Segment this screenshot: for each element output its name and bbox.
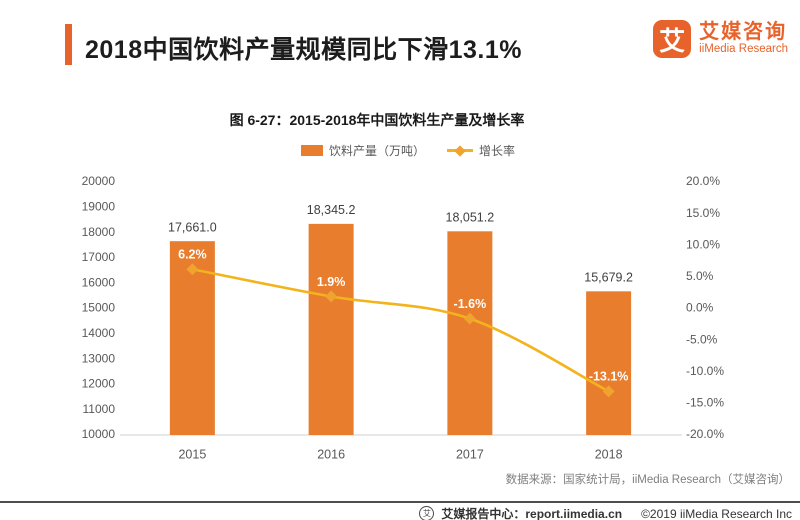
growth-value-label: -1.6% [454, 297, 487, 311]
logo-text: 艾媒咨询 iiMedia Research [699, 21, 788, 57]
bar-value-label: 17,661.0 [168, 220, 217, 234]
bar-2016 [308, 223, 354, 435]
line-marker-2018 [602, 385, 615, 398]
growth-line [192, 268, 610, 393]
brand-logo: 艾 艾媒咨询 iiMedia Research [653, 20, 788, 58]
footer-divider [0, 501, 800, 503]
right-axis-tick: 10.0% [686, 237, 720, 251]
right-axis-tick: -15.0% [686, 396, 724, 410]
right-axis-tick: 15.0% [686, 206, 720, 220]
logo-glyph: 艾 [659, 25, 686, 56]
left-axis-tick: 15000 [82, 301, 116, 315]
growth-value-label: 1.9% [317, 275, 346, 289]
left-axis-tick: 20000 [82, 174, 116, 188]
title-accent-bar [65, 24, 72, 65]
right-axis-tick: -5.0% [686, 332, 718, 346]
right-axis-tick: -20.0% [686, 427, 724, 441]
bar-value-label: 18,345.2 [307, 203, 356, 217]
footer: 艾 艾媒报告中心：report.iimedia.cn ©2019 iiMedia… [419, 505, 792, 520]
legend-label-growth: 增长率 [479, 144, 516, 158]
growth-value-label: 6.2% [178, 248, 207, 262]
combo-chart: 10000 11000 12000 13000 14000 15000 16000 17000… [82, 174, 725, 461]
left-axis-tick: 17000 [82, 250, 116, 264]
legend-label-production: 饮料产量（万吨） [328, 144, 425, 158]
left-axis-tick: 18000 [82, 225, 116, 239]
iimedia-logo-icon: 艾 [653, 20, 692, 58]
legend-item-growth: 增长率 [447, 142, 515, 159]
left-axis-tick: 12000 [82, 377, 116, 391]
bar-2017 [447, 231, 493, 435]
right-axis-tick: 20.0% [686, 174, 720, 188]
chart-legend: 饮料产量（万吨） 增长率 [0, 142, 800, 159]
x-axis-category-label: 2016 [317, 447, 345, 461]
diamond-marker-icon [454, 144, 466, 157]
left-axis-tick: 16000 [82, 275, 116, 289]
iimedia-footer-icon: 艾 [419, 506, 435, 520]
left-axis-tick: 13000 [82, 351, 116, 365]
x-axis-category-label: 2015 [178, 447, 206, 461]
x-axis-category-label: 2018 [595, 447, 623, 461]
page-title: 2018中国饮料产量规模同比下滑13.1% [85, 36, 523, 64]
bar-value-label: 18,051.2 [446, 211, 495, 225]
chart-title: 图 6-27：2015-2018年中国饮料生产量及增长率 [229, 112, 525, 128]
line-series-swatch-icon [447, 144, 473, 157]
growth-value-label: -13.1% [589, 370, 629, 384]
left-axis-tick: 19000 [82, 199, 116, 213]
logo-name-cn: 艾媒咨询 [699, 21, 788, 44]
right-axis-tick: -10.0% [686, 364, 724, 378]
x-axis-category-label: 2017 [456, 447, 484, 461]
bar-value-label: 15,679.2 [584, 271, 633, 285]
footer-copyright: ©2019 iiMedia Research Inc [641, 506, 792, 520]
left-axis-tick: 10000 [82, 427, 116, 441]
line-marker-2016 [325, 290, 338, 303]
right-axis-tick: 5.0% [686, 269, 714, 283]
bar-2018 [586, 291, 632, 435]
right-axis-tick: 0.0% [686, 301, 714, 315]
logo-name-en: iiMedia Research [699, 43, 788, 56]
footer-report-center: 艾媒报告中心：report.iimedia.cn [441, 507, 623, 520]
left-axis-tick: 14000 [82, 326, 116, 340]
bar-series-swatch-icon [300, 145, 323, 156]
legend-item-production: 饮料产量（万吨） [300, 142, 425, 159]
data-source-note: 数据来源：国家统计局，iiMedia Research（艾媒咨询） [505, 474, 790, 486]
left-axis-tick: 11000 [83, 402, 116, 416]
